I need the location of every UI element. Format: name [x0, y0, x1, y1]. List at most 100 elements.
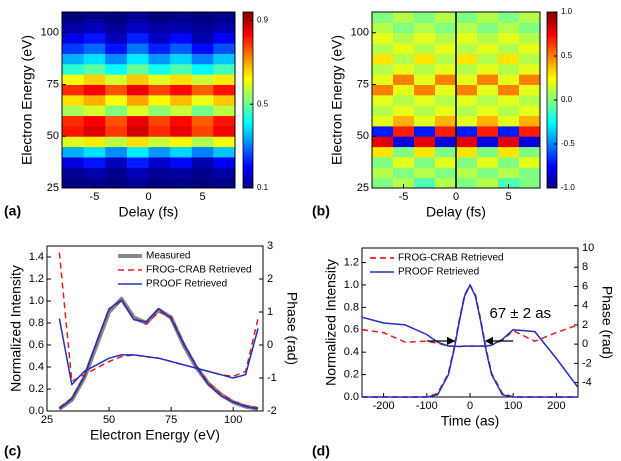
heatmap-cell — [477, 177, 499, 189]
heatmap-cell — [372, 43, 394, 54]
heatmap-cell — [435, 53, 457, 65]
colorbar-step — [243, 12, 253, 16]
heatmap-cell — [519, 115, 541, 127]
y-tick-label: 0.0 — [344, 391, 359, 403]
heatmap-cell — [170, 32, 193, 44]
heatmap-cell — [83, 84, 106, 96]
heatmap-cell — [126, 22, 149, 34]
heatmap-cell — [126, 32, 149, 44]
colorbar-step — [243, 108, 253, 113]
x-tick-label: 0 — [145, 191, 151, 203]
colorbar-tick-label: 0.9 — [257, 15, 269, 24]
heatmap-cell — [519, 105, 541, 117]
heatmap-cell — [393, 74, 415, 85]
heatmap-cell — [105, 94, 128, 106]
colorbar-step — [547, 53, 557, 57]
colorbar-tick-label: 0.0 — [561, 95, 573, 104]
heatmap-cell — [105, 43, 128, 54]
y2-axis-label: Phase (rad) — [284, 292, 300, 365]
heatmap-cell — [519, 22, 541, 34]
heatmap-cell — [191, 94, 214, 106]
heatmap-cell — [435, 115, 457, 127]
annotation: 67 ± 2 as — [489, 305, 551, 322]
heatmap-cell — [170, 115, 193, 127]
colorbar-step — [547, 79, 557, 83]
heatmap-cell — [414, 125, 436, 137]
colorbar-step — [243, 146, 253, 151]
heatmap-cell — [393, 125, 415, 137]
heatmap-cell — [456, 32, 478, 44]
colorbar-step — [547, 149, 557, 154]
heatmap-cell — [477, 43, 499, 54]
heatmap-cell — [213, 43, 236, 54]
heatmap-cell — [148, 156, 171, 168]
heatmap-cell — [477, 12, 499, 23]
heatmap-cell — [62, 115, 85, 127]
colorbar-step — [547, 12, 557, 16]
colorbar-step — [547, 179, 557, 183]
heatmap-cell — [456, 22, 478, 34]
colorbar-step — [243, 73, 253, 78]
heatmap-cell — [477, 32, 499, 44]
colorbar-step — [243, 64, 253, 69]
colorbar-step — [243, 141, 253, 145]
colorbar-step — [243, 35, 253, 39]
heatmap-cell — [191, 156, 214, 168]
colorbar-step — [243, 44, 253, 48]
colorbar-step — [243, 67, 253, 72]
heatmap-cell — [191, 105, 214, 117]
colorbar-step — [547, 67, 557, 72]
heatmap-cell — [213, 63, 236, 75]
heatmap-cell — [213, 12, 236, 23]
heatmap-cell — [393, 136, 415, 148]
colorbar-tick-label: 0.5 — [561, 51, 573, 60]
colorbar-step — [547, 141, 557, 145]
heatmap-cell — [105, 177, 128, 189]
heatmap-cell — [62, 12, 85, 23]
heatmap-cell — [414, 94, 436, 106]
heatmap-cell — [477, 136, 499, 148]
colorbar-step — [547, 132, 557, 136]
panel-label: (a) — [4, 203, 21, 219]
panel: 0.1 0.5 0.9 -5 0 5 25 50 75 100 Delay (fs) Electron… — [4, 11, 269, 220]
heatmap-cell — [372, 94, 394, 106]
heatmap-cell — [62, 22, 85, 34]
heatmap-cell — [170, 63, 193, 75]
y-tick-label: 100 — [351, 27, 369, 39]
y-tick-label: 0.8 — [344, 301, 359, 313]
x-tick-label: 0 — [467, 400, 473, 412]
colorbar-step — [243, 53, 253, 57]
colorbar-step — [547, 135, 557, 139]
series-line — [362, 284, 578, 398]
heatmap-cell — [435, 156, 457, 168]
y2-tick-label: 0 — [582, 338, 588, 350]
colorbar-step — [243, 102, 253, 107]
colorbar-step — [243, 91, 253, 95]
colorbar-step — [547, 138, 557, 142]
heatmap-cell — [105, 12, 128, 23]
heatmap-cell — [170, 12, 193, 23]
colorbar-step — [243, 176, 253, 180]
x-tick-label: 50 — [103, 414, 115, 426]
heatmap-cell — [148, 53, 171, 65]
colorbar-step — [547, 129, 557, 133]
colorbar-step — [243, 14, 253, 19]
heatmap-cell — [83, 105, 106, 117]
heatmap-cell — [148, 84, 171, 96]
colorbar-step — [243, 173, 253, 177]
heatmap-cell — [456, 136, 478, 148]
colorbar-step — [547, 56, 557, 60]
colorbar-step — [243, 132, 253, 136]
heatmap-cell — [393, 115, 415, 127]
heatmap-cell — [456, 53, 478, 65]
heatmap-cell — [62, 43, 85, 54]
heatmap-cell — [126, 177, 149, 189]
heatmap-cell — [213, 22, 236, 34]
heatmap-cell — [393, 22, 415, 34]
heatmap-cell — [498, 136, 520, 148]
colorbar-step — [243, 158, 253, 163]
heatmap-cell — [498, 74, 520, 85]
colorbar-step — [243, 41, 253, 45]
heatmap-cell — [148, 43, 171, 54]
colorbar-step — [243, 79, 253, 83]
